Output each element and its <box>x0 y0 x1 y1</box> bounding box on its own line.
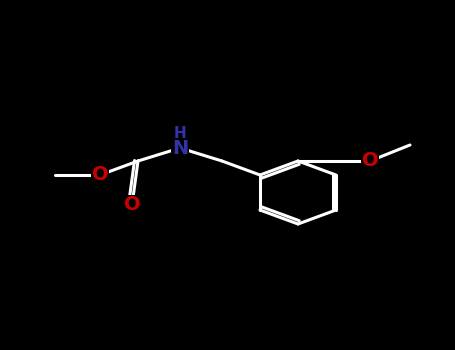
Text: O: O <box>124 196 140 215</box>
Text: O: O <box>362 152 378 170</box>
Text: O: O <box>92 166 108 184</box>
Text: H: H <box>174 126 187 141</box>
Text: N: N <box>172 139 188 158</box>
